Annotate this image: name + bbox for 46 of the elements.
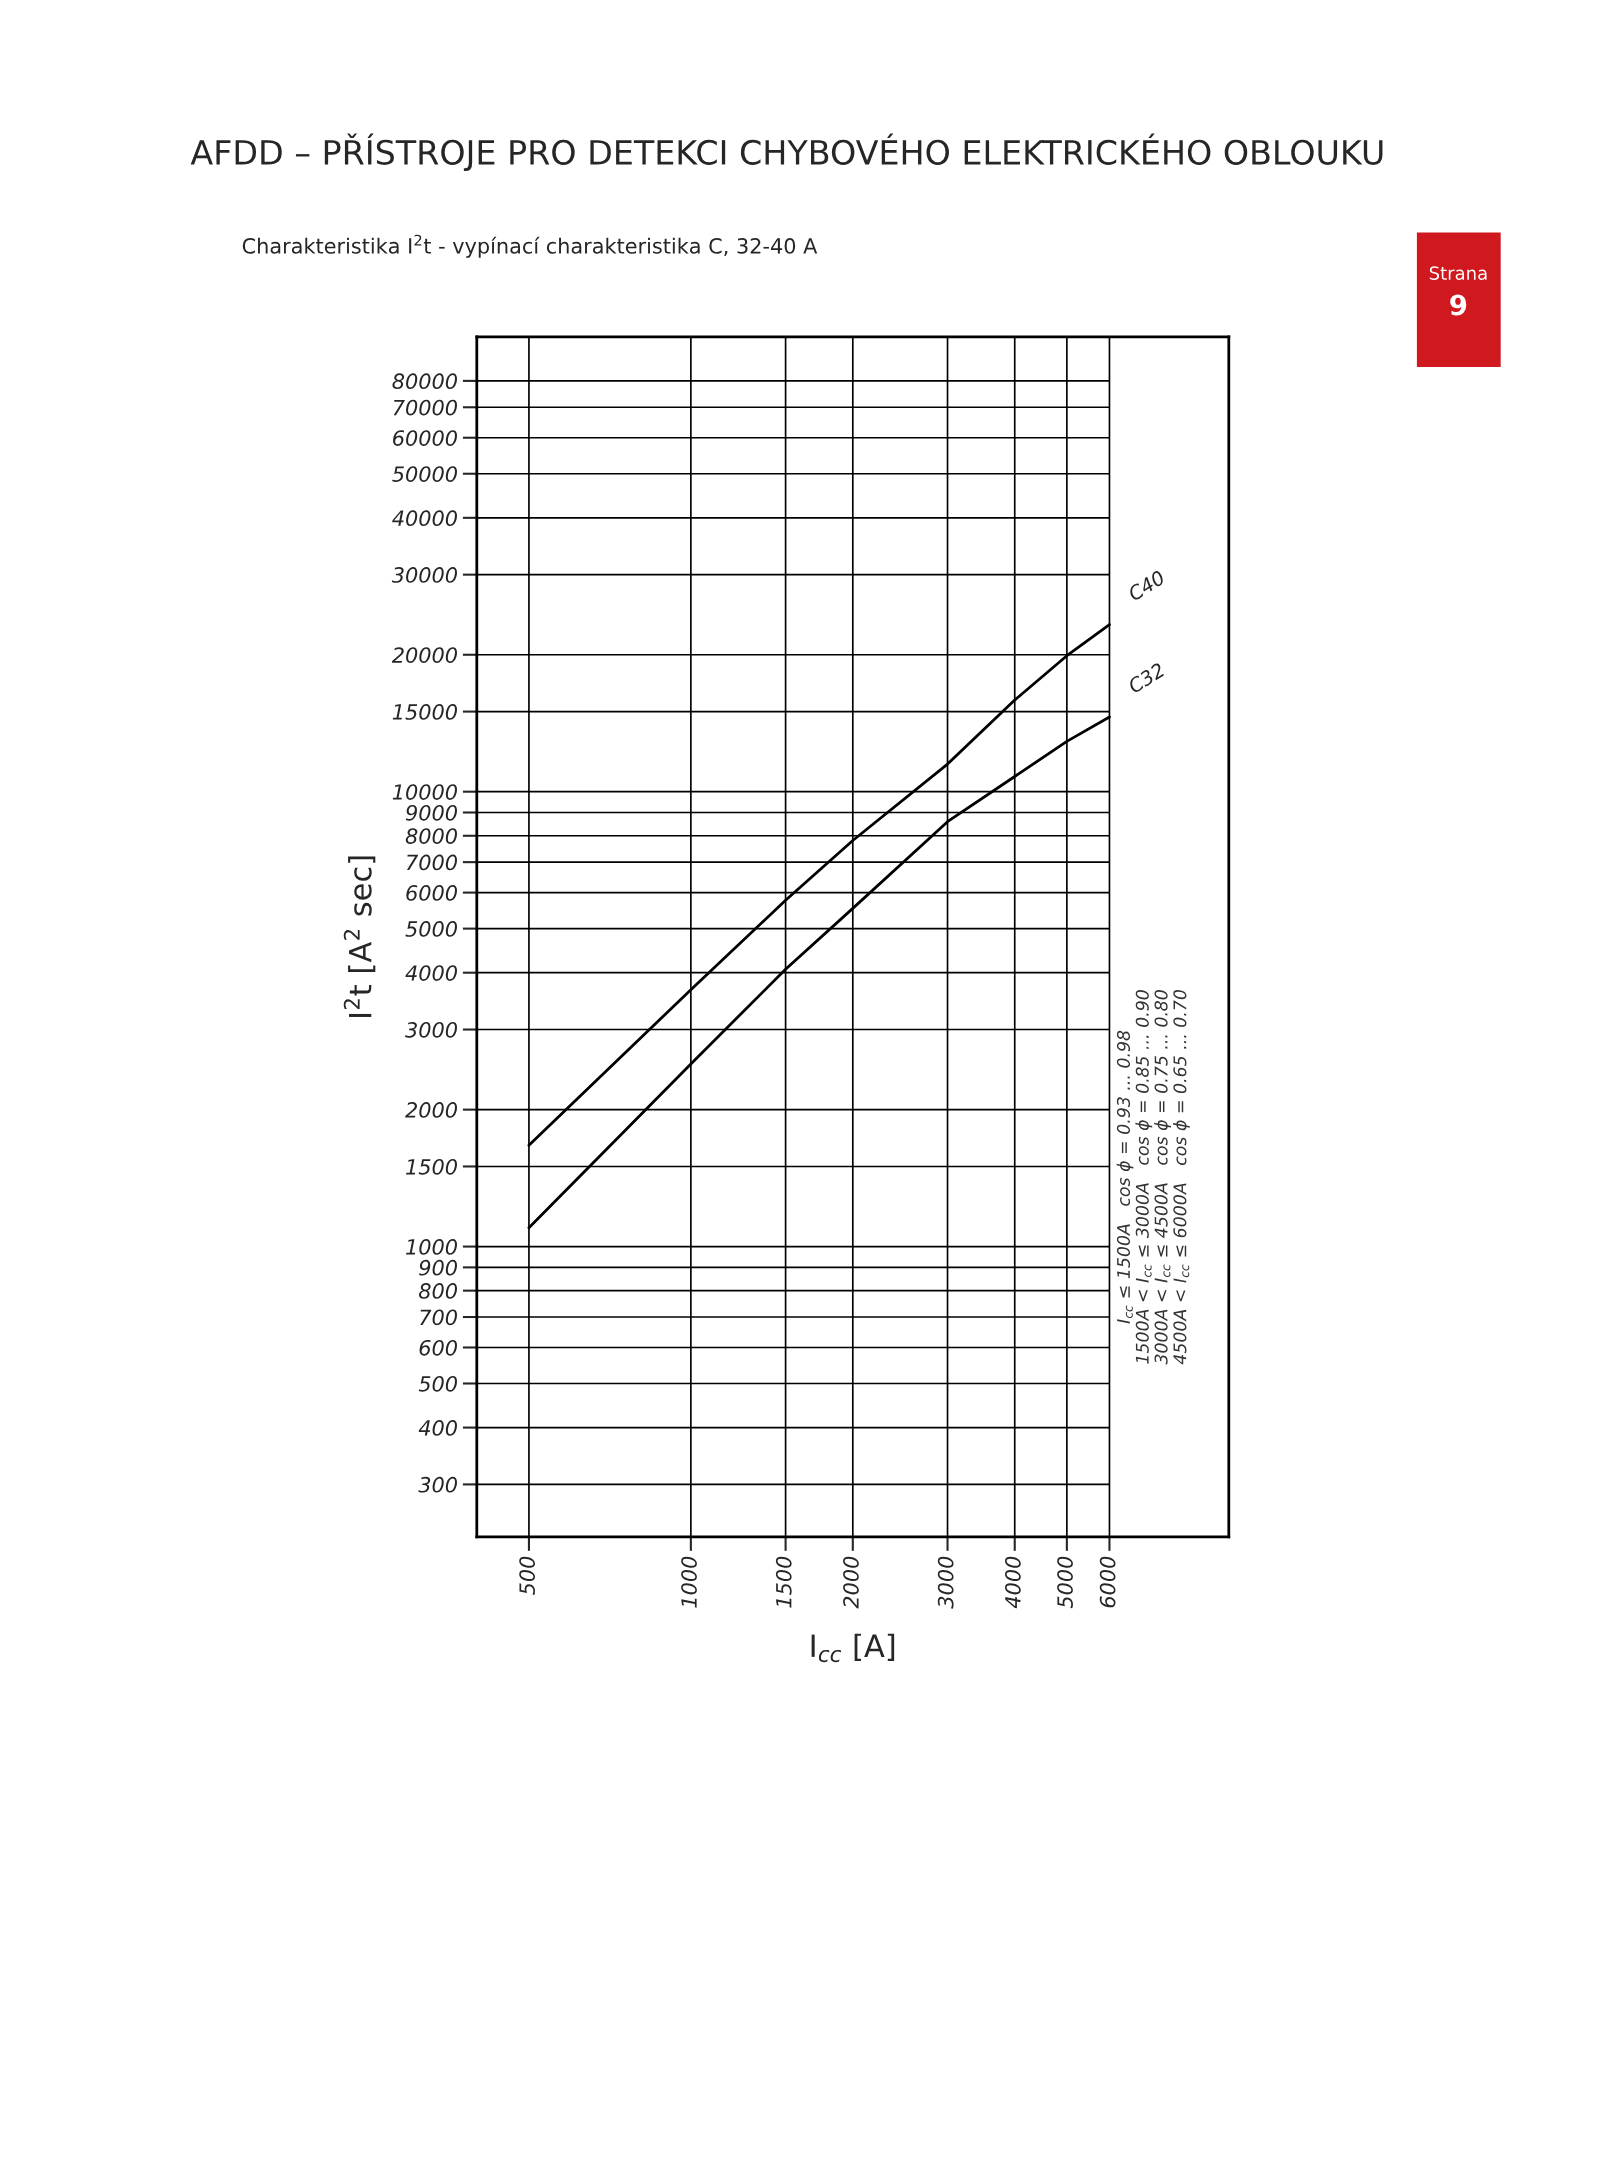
- y-tick-label: 70000: [393, 399, 457, 416]
- y-tick-label: 15000: [392, 704, 457, 720]
- y-tick-label: 300: [418, 1476, 457, 1493]
- y-tick-label: 20000: [391, 647, 457, 663]
- y-tick-label: 9000: [405, 804, 457, 821]
- x-tick-label: 2000: [843, 1556, 859, 1609]
- y-tick-label: 400: [418, 1420, 457, 1436]
- y-tick-label: 6000: [406, 885, 457, 901]
- y-tick-label: 30000: [391, 567, 457, 583]
- text: 9: [1450, 294, 1467, 316]
- y-tick-label: 80000: [392, 373, 457, 390]
- annotation: I$_{cc}$ ≤ 1500A cos ϕ = 0.93 ... 0.98: [1116, 1030, 1134, 1324]
- y-tick-label: 1500: [406, 1158, 457, 1175]
- y-tick-label: 800: [418, 1283, 457, 1299]
- y-tick-label: 40000: [392, 510, 457, 527]
- x-tick-label: 5000: [1057, 1556, 1073, 1609]
- y-tick-label: 10000: [392, 784, 457, 800]
- y-tick-label: 700: [420, 1309, 457, 1326]
- y-tick-label: 600: [419, 1339, 457, 1356]
- y-tick-label: 2000: [405, 1102, 457, 1118]
- y-tick-label: 50000: [392, 466, 457, 482]
- annotation: 1500A < I$_{cc}$ ≤ 3000A cos ϕ = 0.85 ... 0.90: [1135, 990, 1153, 1364]
- y-tick-label: 1000: [406, 1239, 457, 1255]
- x-tick-label: 500: [519, 1556, 535, 1595]
- x-axis-title: I$_{cc}$ [A]: [811, 1633, 895, 1663]
- x-tick-label: 6000: [1099, 1556, 1116, 1608]
- y-tick-label: 500: [418, 1375, 457, 1392]
- chart-subtitle: Charakteristika I$^{2}$t - vypínací charakteristika C, 32-40 A: [242, 234, 818, 258]
- y-tick-label: 8000: [405, 828, 457, 844]
- x-tick-label: 1500: [775, 1556, 792, 1608]
- annotation: 3000A < I$_{cc}$ ≤ 4500A cos ϕ = 0.75 ... 0.80: [1154, 990, 1172, 1365]
- y-tick-label: 4000: [405, 965, 457, 981]
- y-tick-label: 5000: [405, 921, 457, 937]
- chart-title: AFDD – PŘÍSTROJE PRO DETEKCI CHYBOVÉHO ELEKTRICKÉHO OBLOUKU: [190, 133, 1383, 172]
- text: Strana: [1429, 266, 1487, 280]
- annotation: 4500A < I$_{cc}$ ≤ 6000A cos ϕ = 0.65 ... 0.70: [1173, 989, 1190, 1365]
- y-tick-label: 900: [419, 1259, 457, 1276]
- y-tick-label: 60000: [393, 430, 457, 446]
- x-tick-label: 1000: [681, 1556, 697, 1608]
- x-tick-label: 3000: [937, 1556, 954, 1609]
- text: C40: [1127, 569, 1166, 602]
- x-tick-label: 4000: [1005, 1556, 1021, 1609]
- text: C32: [1127, 662, 1166, 694]
- y-tick-label: 7000: [406, 854, 457, 871]
- y-axis-title: I$^{2}$t [A$^{2}$ sec]: [343, 856, 376, 1017]
- y-tick-label: 3000: [405, 1021, 457, 1038]
